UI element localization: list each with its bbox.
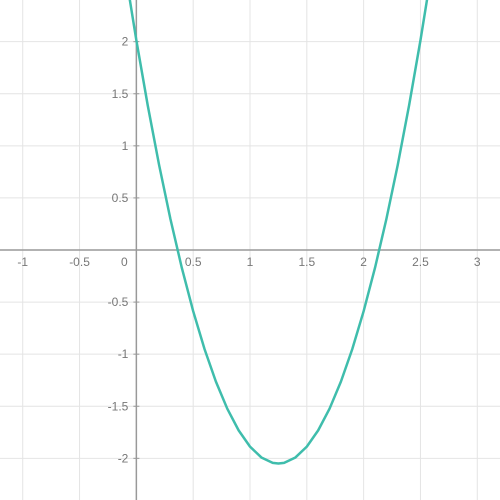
parabola-chart: -1 -0.5 0 0.5 1 1.5 2 2.5 3 -2 -1.5 -1 -0.5 0.5 1 1.5 2 [0,0,500,500]
chart-svg: -1 -0.5 0 0.5 1 1.5 2 2.5 3 -2 -1.5 -1 -0.5 0.5 1 1.5 2 [0,0,500,500]
svg-text:-0.5: -0.5 [108,295,129,309]
svg-text:-1: -1 [17,255,28,269]
svg-text:3: 3 [474,255,481,269]
svg-text:2: 2 [360,255,367,269]
svg-text:-1: -1 [118,347,129,361]
svg-text:-2: -2 [118,451,129,465]
svg-text:2: 2 [122,35,129,49]
svg-text:1: 1 [247,255,254,269]
svg-text:0.5: 0.5 [112,191,129,205]
svg-text:1.5: 1.5 [112,87,129,101]
svg-text:1: 1 [122,139,129,153]
svg-text:-1.5: -1.5 [108,399,129,413]
svg-text:1.5: 1.5 [298,255,315,269]
svg-text:2.5: 2.5 [412,255,429,269]
svg-text:-0.5: -0.5 [69,255,90,269]
svg-text:0: 0 [121,255,128,269]
svg-text:0.5: 0.5 [185,255,202,269]
